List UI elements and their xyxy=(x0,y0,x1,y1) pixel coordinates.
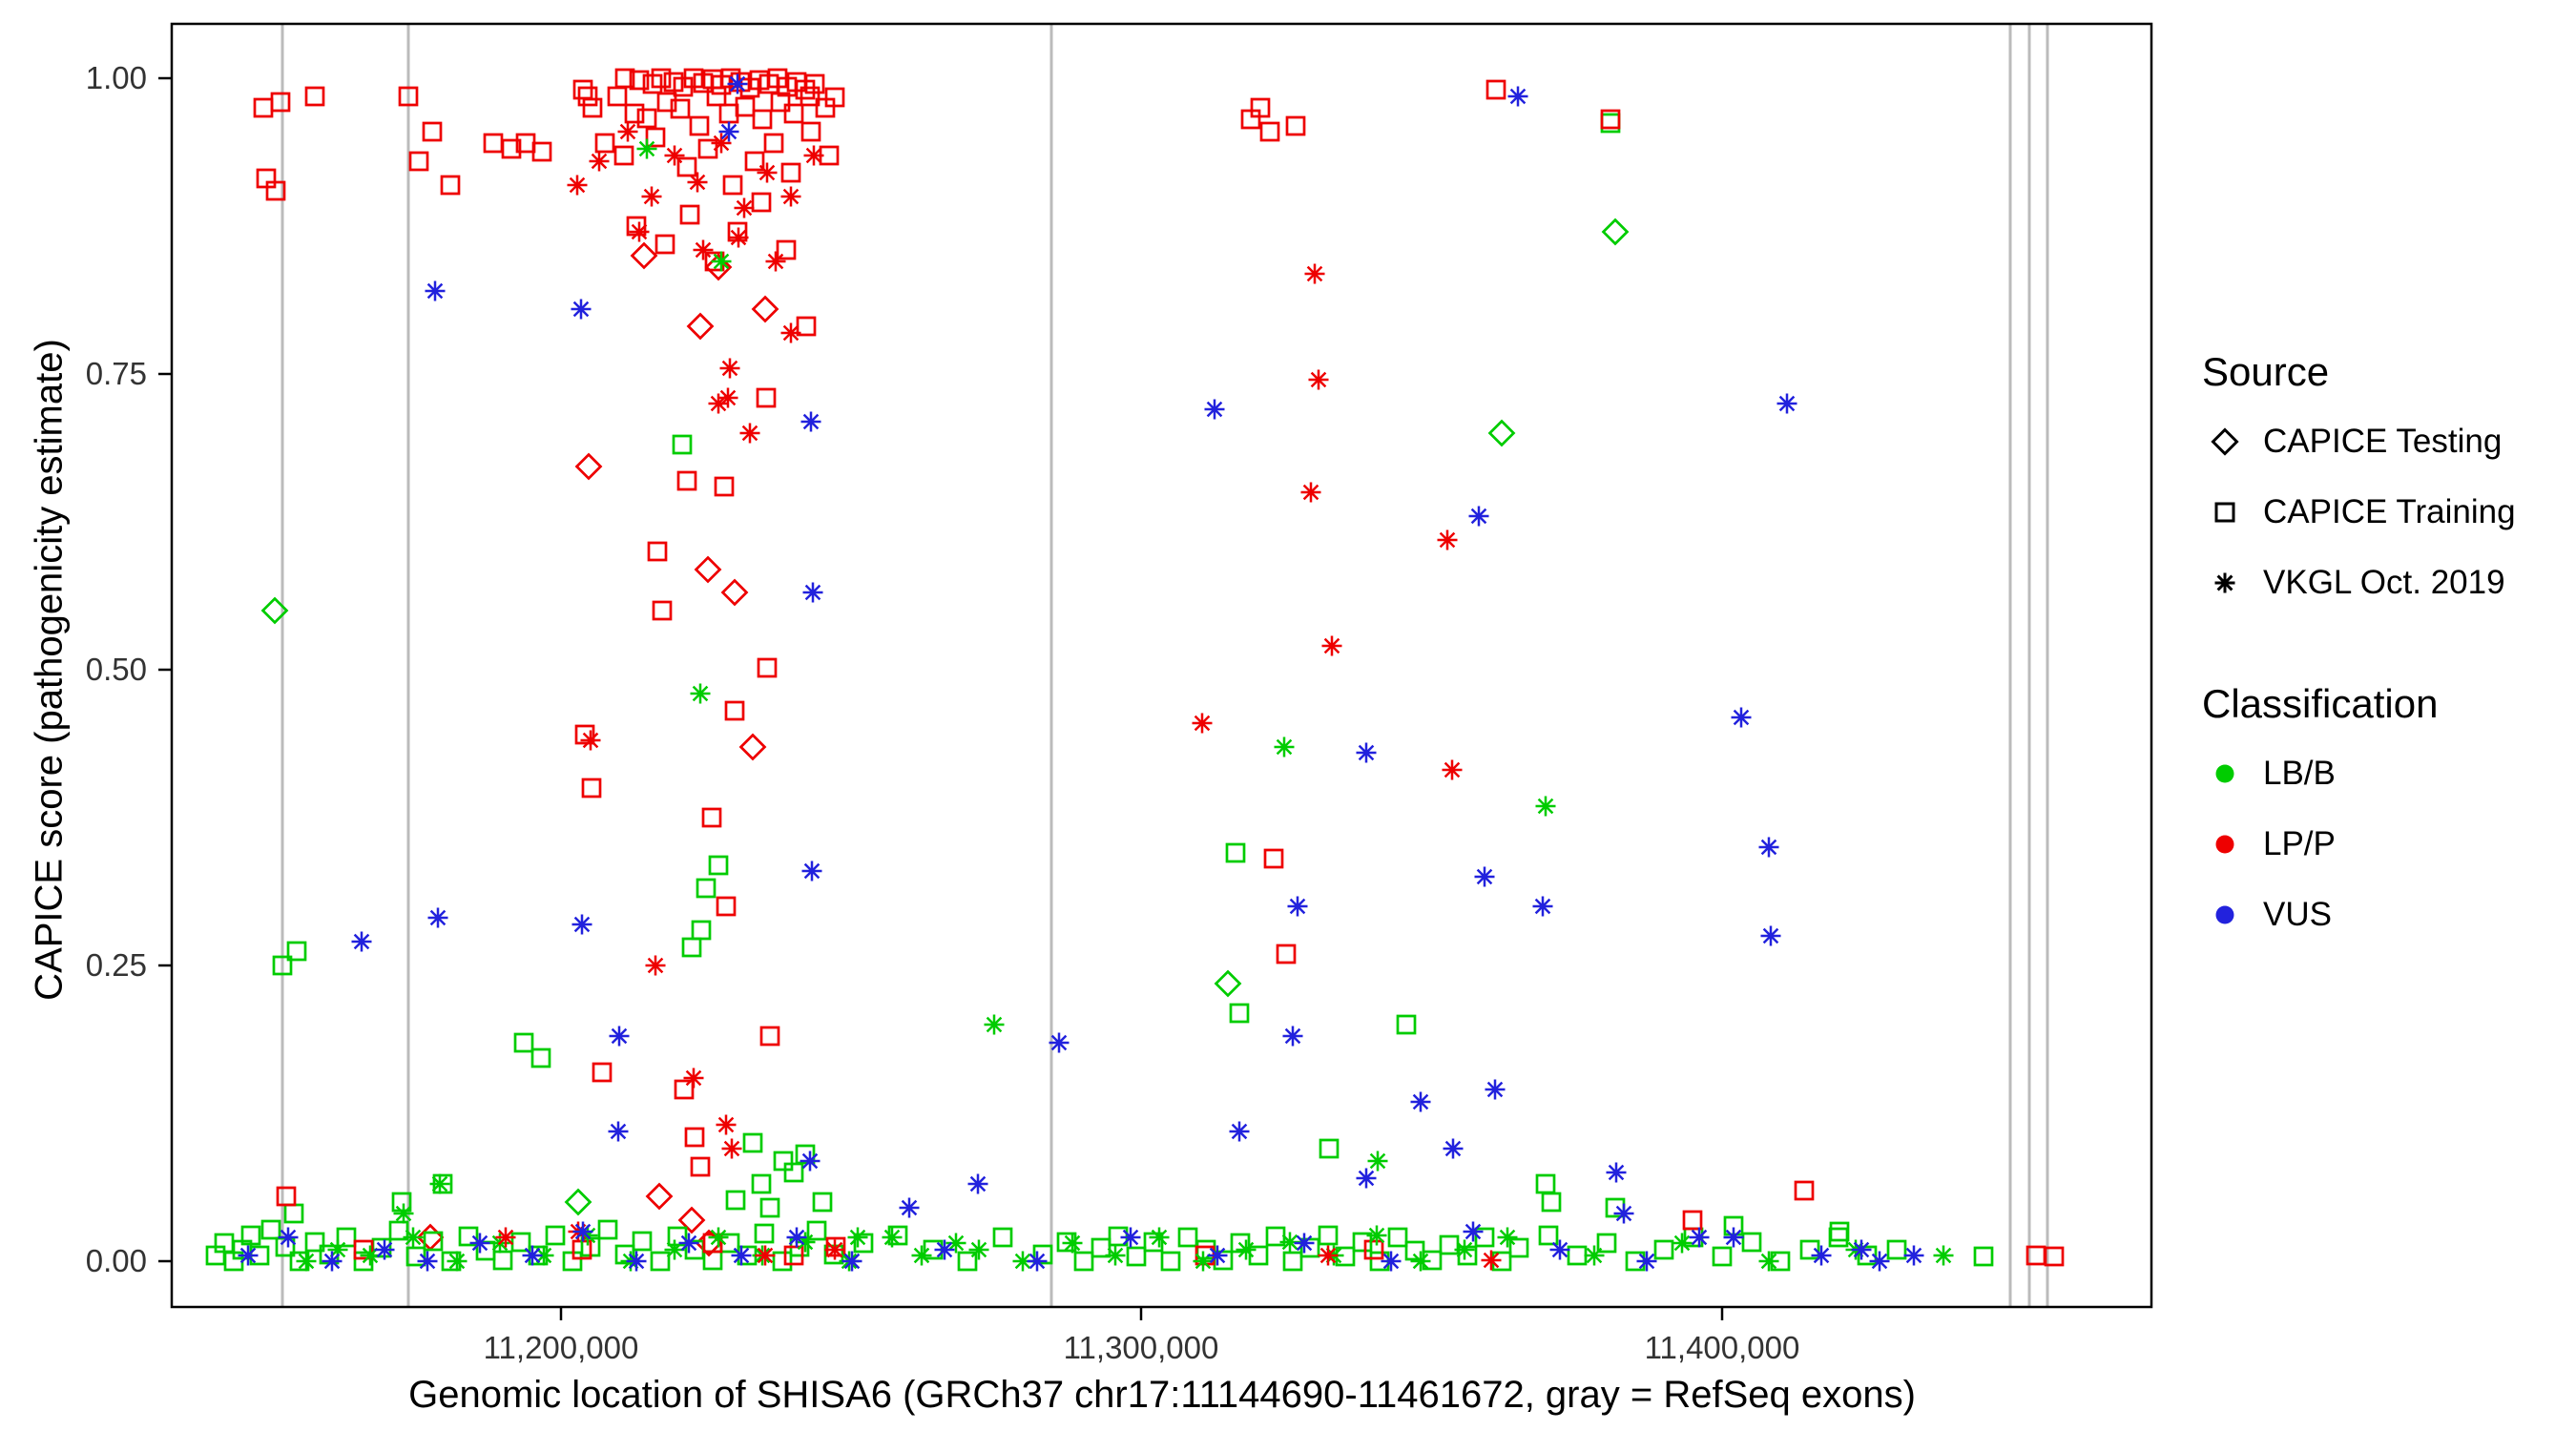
legend-item-vus: VUS xyxy=(2202,880,2574,950)
legend-source-group: Source CAPICE Testing CAPICE Training VK… xyxy=(2202,349,2574,618)
legend-classification-title: Classification xyxy=(2202,681,2439,726)
svg-text:11,300,000: 11,300,000 xyxy=(1064,1330,1219,1365)
diamond-marker-icon xyxy=(2202,419,2248,465)
svg-text:11,200,000: 11,200,000 xyxy=(484,1330,639,1365)
legend-classification-group: Classification LB/B LP/P VUS xyxy=(2202,681,2574,950)
legend-item-lbb: LB/B xyxy=(2202,738,2574,809)
legend: Source CAPICE Testing CAPICE Training VK… xyxy=(2202,349,2574,1013)
svg-text:0.50: 0.50 xyxy=(86,652,147,687)
svg-text:0.75: 0.75 xyxy=(86,356,147,391)
legend-item-label: VKGL Oct. 2019 xyxy=(2263,564,2505,601)
blue-dot-icon xyxy=(2202,892,2248,938)
x-axis-title: Genomic location of SHISA6 (GRCh37 chr17… xyxy=(408,1374,1916,1416)
green-dot-icon xyxy=(2202,751,2248,797)
legend-item-label: VUS xyxy=(2263,896,2332,933)
red-dot-icon xyxy=(2202,821,2248,867)
square-marker-icon xyxy=(2202,489,2248,535)
legend-item-capice-testing: CAPICE Testing xyxy=(2202,406,2574,477)
legend-item-capice-training: CAPICE Training xyxy=(2202,477,2574,548)
legend-item-lpp: LP/P xyxy=(2202,809,2574,880)
svg-text:0.00: 0.00 xyxy=(86,1243,147,1278)
legend-item-label: LB/B xyxy=(2263,755,2336,792)
legend-item-label: CAPICE Training xyxy=(2263,493,2516,530)
legend-item-label: LP/P xyxy=(2263,825,2336,862)
asterisk-marker-icon xyxy=(2202,560,2248,606)
legend-item-label: CAPICE Testing xyxy=(2263,423,2503,460)
svg-text:0.25: 0.25 xyxy=(86,947,147,983)
legend-item-vkgl: VKGL Oct. 2019 xyxy=(2202,548,2574,618)
y-axis-title: CAPICE score (pathogenicity estimate) xyxy=(28,339,71,1001)
svg-text:11,400,000: 11,400,000 xyxy=(1645,1330,1800,1365)
svg-text:1.00: 1.00 xyxy=(86,60,147,95)
legend-source-title: Source xyxy=(2202,349,2330,394)
